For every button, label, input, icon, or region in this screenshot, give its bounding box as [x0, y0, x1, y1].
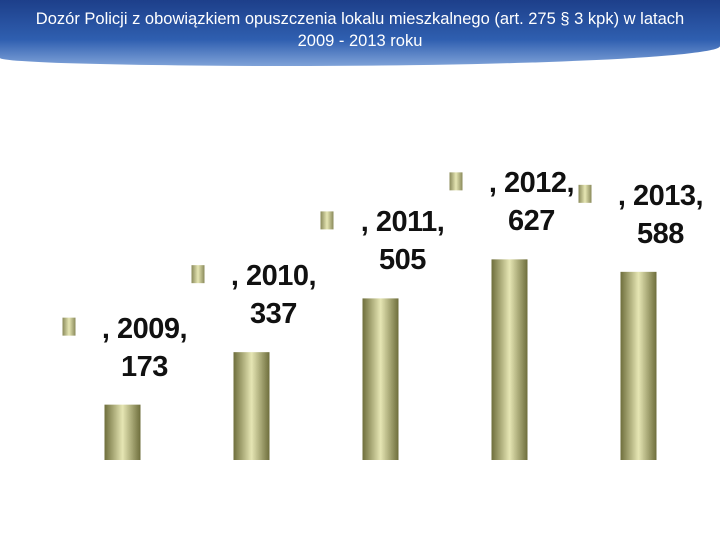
bar — [362, 298, 399, 460]
legend-key — [449, 172, 463, 191]
data-label: , 2010, 337 — [230, 260, 317, 331]
bar — [233, 352, 270, 460]
legend-key — [320, 211, 334, 230]
legend-key — [578, 184, 592, 203]
data-label: , 2013, 588 — [617, 179, 704, 250]
data-label: , 2012, 627 — [488, 167, 575, 238]
data-label: , 2009, 173 — [101, 312, 188, 383]
legend-key — [62, 317, 76, 336]
legend-key — [191, 265, 205, 284]
bar — [491, 259, 528, 460]
header-band — [0, 0, 720, 66]
bar — [104, 404, 141, 460]
bar — [620, 271, 657, 460]
data-label: , 2011, 505 — [360, 206, 445, 277]
chart-title: Dozór Policji z obowiązkiem opuszczenia … — [35, 10, 685, 50]
